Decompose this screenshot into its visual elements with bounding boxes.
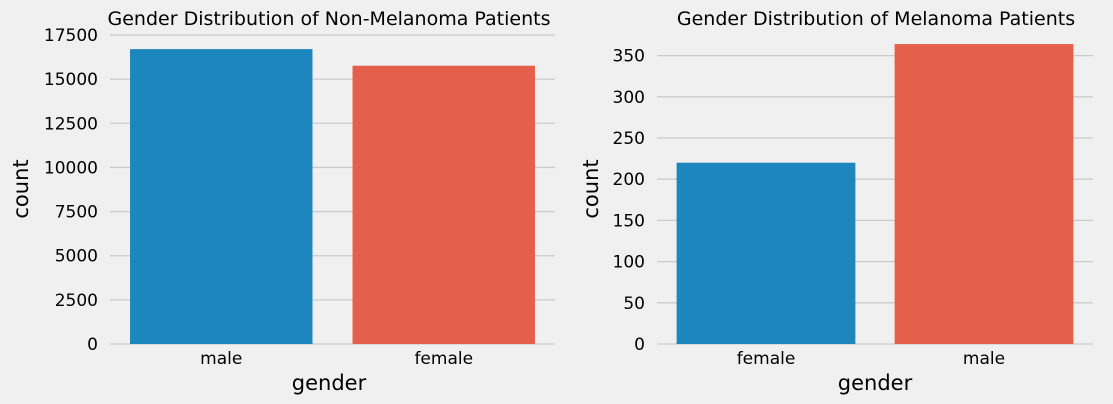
y-tick-label: 15000 xyxy=(44,70,98,90)
y-tick-label: 100 xyxy=(613,253,645,273)
bar-female xyxy=(676,162,856,344)
x-axis-label: gender xyxy=(838,371,913,395)
x-tick-label: male xyxy=(200,349,242,369)
chart-title: Gender Distribution of Non-Melanoma Pati… xyxy=(108,8,551,30)
x-axis-label: gender xyxy=(292,371,367,395)
y-tick-label: 50 xyxy=(623,294,645,314)
y-tick-labels: 0 2500 5000 7500 10000 12500 15000 17500 xyxy=(44,26,98,355)
melanoma-chart: Gender Distribution of Melanoma Patients… xyxy=(579,8,1093,395)
bars xyxy=(676,44,1074,345)
y-tick-label: 2500 xyxy=(55,291,98,311)
y-tick-labels: 0 50 100 150 200 250 300 350 xyxy=(613,47,645,355)
y-tick-label: 350 xyxy=(613,47,645,67)
y-tick-label: 10000 xyxy=(44,158,98,178)
x-tick-label: female xyxy=(737,349,796,369)
y-tick-label: 17500 xyxy=(44,26,98,46)
bar-female xyxy=(352,65,535,345)
y-tick-label: 250 xyxy=(613,129,645,149)
bars xyxy=(130,49,535,345)
bar-male xyxy=(894,44,1074,345)
non-melanoma-chart: Gender Distribution of Non-Melanoma Pati… xyxy=(9,8,555,395)
y-tick-label: 300 xyxy=(613,88,645,108)
x-tick-label: male xyxy=(963,349,1005,369)
y-tick-label: 150 xyxy=(613,211,645,231)
y-axis-label: count xyxy=(9,159,33,218)
y-tick-label: 5000 xyxy=(55,247,98,267)
x-tick-labels: male female xyxy=(200,349,473,369)
y-tick-label: 0 xyxy=(634,335,645,355)
y-axis-label: count xyxy=(579,159,603,218)
y-tick-label: 200 xyxy=(613,170,645,190)
x-tick-labels: female male xyxy=(737,349,1005,369)
x-tick-label: female xyxy=(414,349,473,369)
y-tick-label: 7500 xyxy=(55,203,98,223)
chart-title: Gender Distribution of Melanoma Patients xyxy=(677,8,1075,30)
y-tick-label: 12500 xyxy=(44,114,98,134)
y-tick-label: 0 xyxy=(87,335,98,355)
bar-male xyxy=(130,49,313,345)
